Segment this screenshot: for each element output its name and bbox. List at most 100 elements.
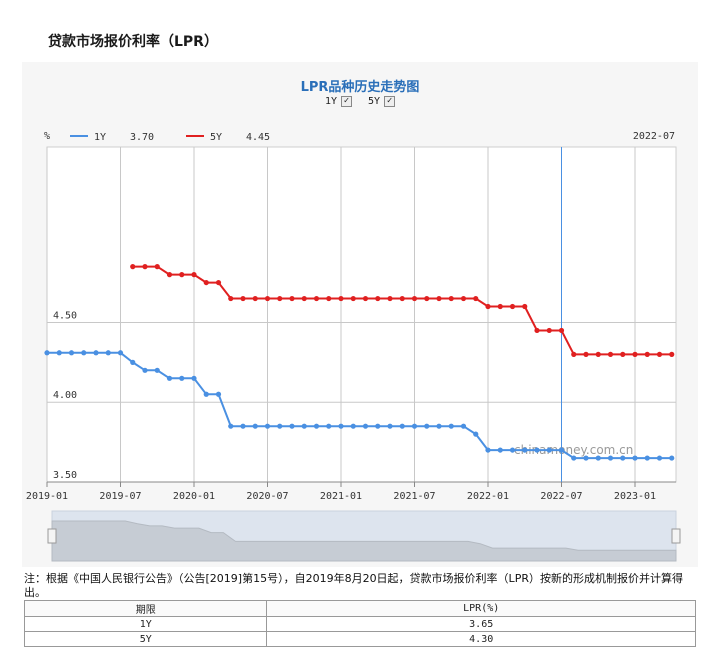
data-point-1y [350, 423, 356, 429]
data-point-1y [632, 455, 638, 461]
data-point-5y [399, 295, 405, 302]
data-point-1y [166, 375, 173, 381]
table-row: 5Y 4.30 [23, 631, 696, 647]
data-point-1y [117, 350, 124, 356]
data-point-5y [215, 279, 222, 286]
data-point-5y [277, 295, 283, 302]
data-point-5y [301, 295, 307, 302]
data-point-5y [497, 303, 503, 310]
y-tick-label: 4.00 [53, 390, 77, 401]
x-tick-label: 2020-01 [173, 491, 215, 502]
data-point-5y [350, 295, 356, 302]
data-point-1y [240, 423, 246, 429]
data-point-5y [289, 295, 295, 302]
toggle-5y-label: 5Y [368, 96, 381, 107]
x-tick-label: 2020-07 [246, 491, 288, 502]
data-point-1y [473, 431, 479, 437]
data-point-1y [375, 423, 381, 429]
data-point-5y [509, 303, 516, 310]
data-point-5y [252, 295, 258, 302]
x-tick-label: 2022-07 [540, 491, 582, 502]
legend-label: 1Y [94, 132, 106, 143]
data-point-5y [473, 295, 479, 302]
data-point-5y [362, 295, 369, 302]
data-point-1y [130, 359, 136, 365]
data-point-5y [546, 327, 552, 334]
data-point-1y [607, 455, 614, 461]
data-point-1y [656, 455, 663, 461]
data-point-1y [387, 423, 393, 429]
y-axis-unit: % [44, 131, 50, 142]
data-point-5y [142, 264, 148, 270]
data-point-5y [607, 351, 614, 357]
navigator-area [51, 520, 677, 562]
data-point-1y [289, 423, 295, 429]
toggle-5y[interactable]: 5Y ✓ [368, 96, 396, 107]
data-point-1y [644, 455, 650, 461]
data-point-5y [130, 264, 136, 270]
data-point-1y [509, 447, 516, 453]
data-point-5y [522, 303, 528, 310]
data-point-5y [460, 295, 467, 302]
data-point-1y [154, 367, 160, 373]
data-point-1y [215, 391, 222, 397]
data-point-5y [534, 327, 540, 334]
x-tick-label: 2019-01 [26, 491, 68, 502]
data-point-1y [558, 447, 565, 453]
data-point-5y [179, 272, 185, 278]
data-point-1y [68, 350, 75, 356]
data-point-1y [81, 350, 87, 356]
data-point-5y [632, 351, 638, 357]
table-cell-term: 5Y [23, 631, 268, 647]
data-point-5y [154, 264, 160, 270]
data-point-1y [191, 375, 197, 381]
data-point-1y [93, 350, 99, 356]
y-tick-label: 4.50 [53, 310, 77, 321]
x-tick-label: 2023-01 [614, 491, 656, 502]
data-point-1y [497, 447, 503, 453]
series-toggles: 1Y ✓ 5Y ✓ [0, 96, 720, 107]
data-point-1y [362, 423, 369, 429]
toggle-1y-label: 1Y [324, 96, 337, 107]
legend-value: 3.70 [130, 132, 154, 143]
x-tick-label: 2019-07 [99, 491, 141, 502]
data-point-5y [669, 351, 675, 357]
crosshair-date: 2022-07 [633, 131, 675, 142]
lpr-table: 期限 LPR(%) 1Y 3.65 5Y 4.30 [23, 600, 696, 647]
table-row: 1Y 3.65 [23, 616, 696, 632]
data-point-1y [448, 423, 454, 429]
legend-value: 4.45 [246, 132, 270, 143]
table-cell-lpr: 4.30 [266, 631, 696, 647]
data-point-1y [326, 423, 332, 429]
table-header-term: 期限 [23, 600, 268, 617]
watermark: chinamoney.com.cn [514, 443, 633, 457]
data-point-1y [179, 375, 185, 381]
data-point-5y [558, 327, 565, 334]
data-point-1y [436, 423, 442, 429]
footnote: 注：根据《中国人民银行公告》（公告[2019]第15号），自2019年8月20日… [24, 572, 683, 599]
toggle-1y[interactable]: 1Y ✓ [325, 96, 352, 107]
data-point-1y [485, 447, 491, 453]
x-tick-label: 2021-07 [393, 491, 435, 502]
table-header-lpr: LPR(%) [266, 600, 696, 617]
data-point-5y [326, 295, 332, 302]
data-point-1y [301, 423, 307, 429]
page-title: 贷款市场报价利率（LPR） [48, 34, 218, 50]
chart-title: LPR品种历史走势图 [300, 80, 420, 95]
plot-area [46, 146, 677, 483]
table-cell-lpr: 3.65 [266, 616, 696, 632]
data-point-5y [191, 272, 197, 278]
toggle-1y-checkbox[interactable]: ✓ [340, 96, 352, 107]
data-point-1y [338, 423, 344, 429]
data-point-5y [240, 295, 246, 302]
data-point-5y [375, 295, 381, 302]
data-point-1y [669, 455, 675, 461]
series-line-1y [47, 351, 672, 460]
data-point-5y [387, 295, 393, 302]
data-point-1y [399, 423, 405, 429]
toggle-5y-checkbox[interactable]: ✓ [384, 96, 396, 107]
data-point-1y [522, 447, 528, 453]
data-point-5y [436, 295, 442, 302]
data-point-1y [142, 367, 148, 373]
